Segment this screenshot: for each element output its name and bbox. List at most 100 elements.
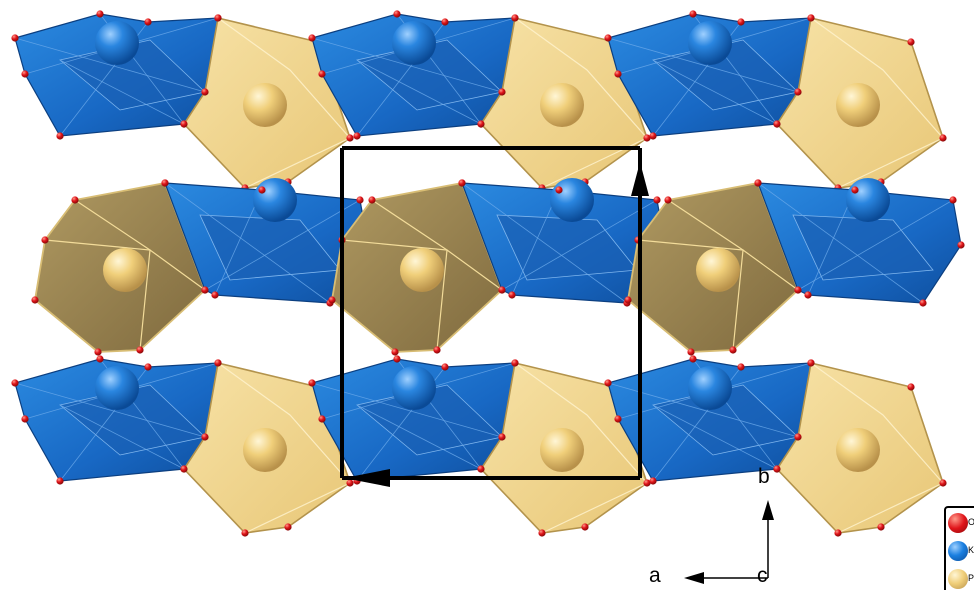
o-atom (737, 363, 745, 371)
p-atom (540, 83, 584, 127)
o-atom (11, 34, 19, 42)
polyhedra-layer (11, 10, 965, 537)
o-atom (318, 415, 326, 423)
p-polyhedron-edge (44, 239, 151, 351)
k-polyhedron-edge (59, 59, 185, 125)
o-atom (687, 348, 695, 356)
o-atom (729, 346, 737, 354)
o-atom (939, 134, 947, 142)
o-atom (807, 359, 815, 367)
k-polyhedron-edge (164, 182, 331, 304)
o-atom (477, 465, 485, 473)
o-atom (144, 363, 152, 371)
o-atom (180, 465, 188, 473)
k-polyhedron-edge (14, 382, 206, 438)
p-atom (696, 248, 740, 292)
o-atom (773, 120, 781, 128)
o-atom (498, 88, 506, 96)
legend-label-k: K (968, 545, 974, 555)
o-atom (477, 120, 485, 128)
phosphorus-atom-swatch (948, 569, 968, 589)
o-atom (511, 359, 519, 367)
k-polyhedron-edge (461, 182, 628, 304)
o-atom (441, 18, 449, 26)
o-atom (368, 196, 376, 204)
k-polyhedron-edge (757, 182, 924, 304)
o-atom (11, 379, 19, 387)
o-atom (214, 14, 222, 22)
k-atom (688, 21, 732, 65)
o-atom (393, 10, 401, 18)
o-atom (144, 18, 152, 26)
o-atom (907, 383, 915, 391)
o-atom (807, 14, 815, 22)
k-polyhedron-edge (511, 189, 560, 296)
o-atom (794, 433, 802, 441)
p-atom (243, 428, 287, 472)
o-atom (538, 529, 546, 537)
o-atom (957, 241, 965, 249)
oxygen-atom-swatch (948, 513, 968, 533)
o-atom (624, 296, 632, 304)
o-atom (794, 88, 802, 96)
p-polyhedron-edge (341, 239, 448, 351)
k-polyhedron-edge (14, 37, 206, 93)
k-polyhedron-edge (607, 37, 799, 93)
legend-label-p: P (968, 573, 974, 583)
axis-label-c: c (757, 564, 768, 587)
legend-item-p: P (946, 566, 974, 590)
p-polyhedron-edge (637, 239, 744, 351)
k-polyhedron-edge (652, 404, 778, 470)
p-atom (836, 83, 880, 127)
k-polyhedron-edge (807, 189, 856, 296)
o-atom (508, 291, 516, 299)
o-atom (346, 134, 354, 142)
unit-cell-outline (340, 146, 649, 487)
o-atom (614, 70, 622, 78)
k-atom (846, 178, 890, 222)
p-polyhedron-edge (514, 362, 648, 534)
b-axis-arrowhead (762, 500, 774, 520)
legend-item-o: O (946, 510, 974, 536)
o-atom (851, 186, 859, 194)
o-atom (949, 196, 957, 204)
o-atom (689, 355, 697, 363)
o-atom (555, 186, 563, 194)
o-atom (21, 415, 29, 423)
o-atom (604, 34, 612, 42)
p-atom (243, 83, 287, 127)
o-atom (804, 291, 812, 299)
o-atom (834, 529, 842, 537)
o-atom (328, 296, 336, 304)
legend-label-o: O (968, 517, 974, 527)
o-atom (649, 477, 657, 485)
p-polyhedron-edge (217, 362, 351, 534)
o-atom (201, 433, 209, 441)
legend-item-k: K (946, 538, 974, 564)
o-atom (511, 14, 519, 22)
p-polyhedron-edge (514, 17, 648, 189)
k-polyhedron-edge (356, 404, 482, 470)
k-atom (95, 21, 139, 65)
o-atom (201, 88, 209, 96)
o-atom (737, 18, 745, 26)
axis-label-b: b (758, 465, 770, 488)
o-atom (284, 523, 292, 531)
p-polyhedron-edge (810, 362, 944, 534)
k-polyhedron-edge (797, 199, 954, 291)
o-atom (94, 348, 102, 356)
a-axis-arrowhead (684, 572, 704, 584)
o-atom (201, 286, 209, 294)
p-atom (400, 248, 444, 292)
k-polyhedron-edge (356, 59, 482, 125)
o-atom (643, 134, 651, 142)
o-atom (241, 529, 249, 537)
o-atom (21, 70, 29, 78)
o-atom (161, 179, 169, 187)
k-atom (392, 21, 436, 65)
o-atom (754, 179, 762, 187)
k-atom (550, 178, 594, 222)
o-atom (393, 355, 401, 363)
